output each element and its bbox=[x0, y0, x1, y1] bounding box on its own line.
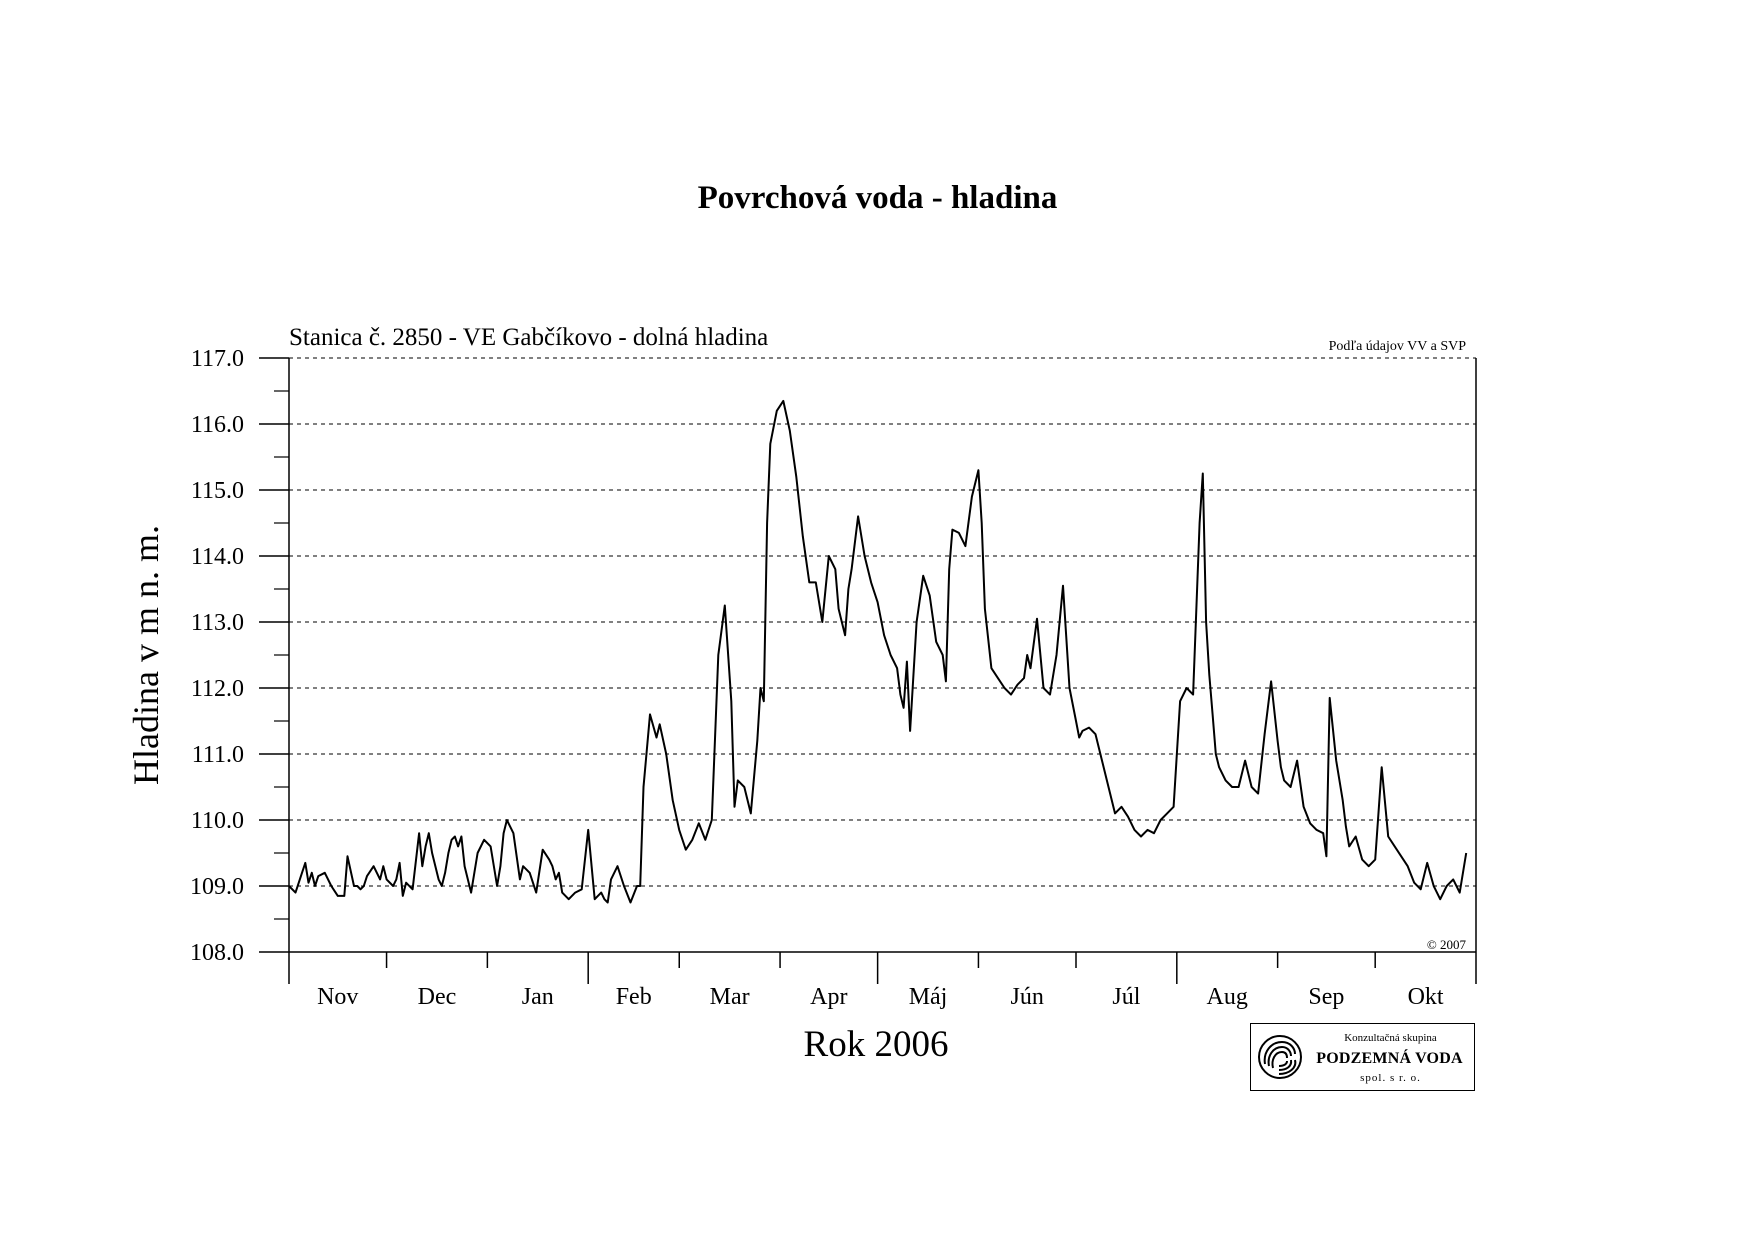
y-tick-label: 109.0 bbox=[190, 874, 244, 900]
company-logo-icon bbox=[1258, 1035, 1302, 1079]
x-month-label: Jún bbox=[1011, 984, 1044, 1010]
x-month-label: Máj bbox=[909, 984, 948, 1010]
water-level-line bbox=[288, 399, 1468, 904]
x-month-label: Dec bbox=[418, 984, 457, 1010]
x-month-label: Apr bbox=[810, 984, 847, 1010]
logo-bottom-text: spol. s r. o. bbox=[1360, 1072, 1421, 1084]
y-tick-label: 116.0 bbox=[191, 412, 244, 438]
x-axis: Nov Dec Jan Feb Mar Apr Máj Jún Júl Aug Sep Okt bbox=[288, 952, 1477, 1010]
source-note: Podľa údajov VV a SVP bbox=[1329, 339, 1467, 354]
x-month-label: Feb bbox=[616, 984, 652, 1010]
logo-top-text: Konzultačná skupina bbox=[1344, 1032, 1437, 1044]
y-tick-label: 114.0 bbox=[191, 544, 244, 570]
x-month-label: Nov bbox=[317, 984, 358, 1010]
y-axis-label: Hladina v m n. m. bbox=[126, 525, 166, 785]
x-month-label: Mar bbox=[710, 984, 750, 1010]
x-month-label: Okt bbox=[1408, 984, 1444, 1010]
chart-title: Povrchová voda - hladina bbox=[697, 180, 1058, 216]
y-tick-label: 112.0 bbox=[191, 676, 244, 702]
copyright-note: © 2007 bbox=[1427, 937, 1467, 952]
chart-subtitle: Stanica č. 2850 - VE Gabčíkovo - dolná h… bbox=[289, 324, 768, 351]
company-logo: Konzultačná skupina PODZEMNÁ VODA spol. … bbox=[1250, 1023, 1475, 1091]
y-tick-label: 117.0 bbox=[191, 346, 244, 372]
y-axis: 108.0 109.0 110.0 111.0 112.0 113.0 114.0 115.0… bbox=[190, 346, 289, 966]
y-tick-label: 108.0 bbox=[190, 940, 244, 966]
plot-frame bbox=[288, 358, 1477, 953]
y-tick-label: 111.0 bbox=[192, 742, 244, 768]
gridlines bbox=[289, 357, 1476, 953]
x-month-label: Sep bbox=[1308, 984, 1344, 1010]
y-tick-label: 113.0 bbox=[191, 610, 244, 636]
x-month-label: Júl bbox=[1112, 984, 1140, 1010]
y-tick-label: 115.0 bbox=[191, 478, 244, 504]
x-month-label: Aug bbox=[1207, 984, 1248, 1010]
x-month-label: Jan bbox=[522, 984, 554, 1010]
logo-company-name: PODZEMNÁ VODA bbox=[1316, 1050, 1463, 1067]
y-tick-label: 110.0 bbox=[191, 808, 244, 834]
x-axis-label: Rok 2006 bbox=[804, 1024, 949, 1065]
